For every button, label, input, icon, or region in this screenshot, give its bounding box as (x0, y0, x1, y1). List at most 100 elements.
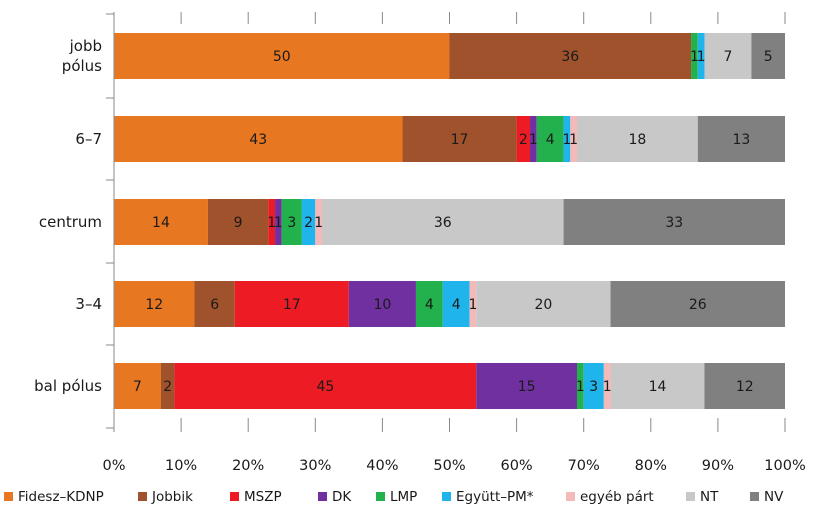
bar-segment (516, 116, 531, 162)
legend: Fidesz–KDNP Jobbik MSZP DK LMP Együtt–PM* egyé… (4, 489, 784, 505)
bar-segment (536, 116, 564, 162)
y-axis-labels: jobb pólus 6–7 centrum 3–4 bal pólus (34, 37, 102, 395)
data-label: 1 (529, 132, 538, 148)
legend-swatch (138, 492, 147, 501)
data-label: 36 (561, 49, 579, 65)
data-label: 33 (665, 215, 683, 231)
x-tick-label: 100% (764, 458, 805, 474)
data-label: 2 (163, 379, 172, 395)
data-label: 1 (267, 215, 276, 231)
data-label: 4 (425, 297, 434, 313)
legend-label: Együtt–PM* (456, 489, 534, 505)
legend-swatch (4, 492, 13, 501)
bar-segment (402, 116, 517, 162)
data-label: 9 (234, 215, 243, 231)
x-tick-label: 30% (299, 458, 331, 474)
x-tick-label: 20% (232, 458, 264, 474)
legend-swatch (318, 492, 327, 501)
data-label: 5 (764, 49, 773, 65)
bar-segment (704, 33, 752, 79)
data-label: 17 (451, 132, 469, 148)
data-label: 1 (576, 379, 585, 395)
bar-segment (442, 281, 470, 327)
data-label: 12 (736, 379, 754, 395)
data-label: 10 (373, 297, 391, 313)
bar-segment (476, 363, 577, 409)
bar-segment (315, 199, 323, 245)
data-label: 1 (690, 49, 699, 65)
legend-swatch (566, 492, 575, 501)
category-label: jobb pólus (62, 37, 102, 75)
bar-segment (697, 33, 705, 79)
bar-segment (348, 281, 416, 327)
x-tick-label: 10% (165, 458, 197, 474)
data-label: 14 (152, 215, 170, 231)
x-axis-ticks (106, 12, 786, 432)
bar-segment (114, 363, 161, 409)
bar-segment (603, 363, 611, 409)
bar-segment (114, 281, 195, 327)
bar-segment (449, 33, 692, 79)
data-label: 3 (589, 379, 598, 395)
data-label: 7 (133, 379, 142, 395)
category-label: centrum (39, 213, 102, 231)
legend-label: Jobbik (151, 489, 193, 505)
bar-segment (570, 116, 577, 162)
data-label: 43 (249, 132, 267, 148)
bar-segment (275, 199, 282, 245)
bar-segment (114, 199, 208, 245)
x-tick-label: 40% (366, 458, 398, 474)
data-label: 20 (535, 297, 553, 313)
legend-swatch (686, 492, 695, 501)
bar-segment (469, 281, 477, 327)
bar-segment (610, 281, 785, 327)
data-label: 45 (316, 379, 334, 395)
bar-segment (301, 199, 316, 245)
data-label: 4 (452, 297, 461, 313)
bar-segment (583, 363, 604, 409)
legend-swatch (442, 492, 451, 501)
data-label: 2 (304, 215, 313, 231)
data-label: 1 (314, 215, 323, 231)
data-label: 2 (519, 132, 528, 148)
bar-segment (751, 33, 785, 79)
bar-segment (576, 363, 584, 409)
x-tick-label: 70% (568, 458, 600, 474)
data-label: 3 (287, 215, 296, 231)
data-label: 4 (546, 132, 555, 148)
legend-swatch (230, 492, 239, 501)
data-label: 1 (569, 132, 578, 148)
bar-segment (234, 281, 349, 327)
bar-segment (697, 116, 785, 162)
legend-label: NV (764, 489, 784, 505)
data-label: 15 (518, 379, 536, 395)
bar-segment (563, 199, 785, 245)
x-tick-label: 60% (500, 458, 532, 474)
category-label: 3–4 (75, 295, 102, 313)
x-axis: 0% 10% 20% 30% 40% 50% 60% 70% 80% 90% 100% (102, 12, 806, 474)
x-tick-label: 50% (433, 458, 465, 474)
bar-segment (576, 116, 698, 162)
data-label: 1 (274, 215, 283, 231)
data-label: 18 (628, 132, 646, 148)
legend-label: Fidesz–KDNP (18, 489, 104, 505)
bar-segment (322, 199, 564, 245)
data-label: 1 (562, 132, 571, 148)
data-label: 50 (273, 49, 291, 65)
bar-segment (194, 281, 235, 327)
bar-segment (174, 363, 477, 409)
bar-segment (476, 281, 611, 327)
data-label: 1 (603, 379, 612, 395)
category-label: 6–7 (75, 130, 102, 148)
data-label: 13 (732, 132, 750, 148)
data-label: 26 (689, 297, 707, 313)
data-label: 1 (697, 49, 706, 65)
bar-segment (114, 33, 450, 79)
data-label: 1 (469, 297, 478, 313)
bar-segment (563, 116, 571, 162)
bar-segment (207, 199, 269, 245)
legend-label: MSZP (244, 489, 282, 505)
legend-swatch (376, 492, 385, 501)
